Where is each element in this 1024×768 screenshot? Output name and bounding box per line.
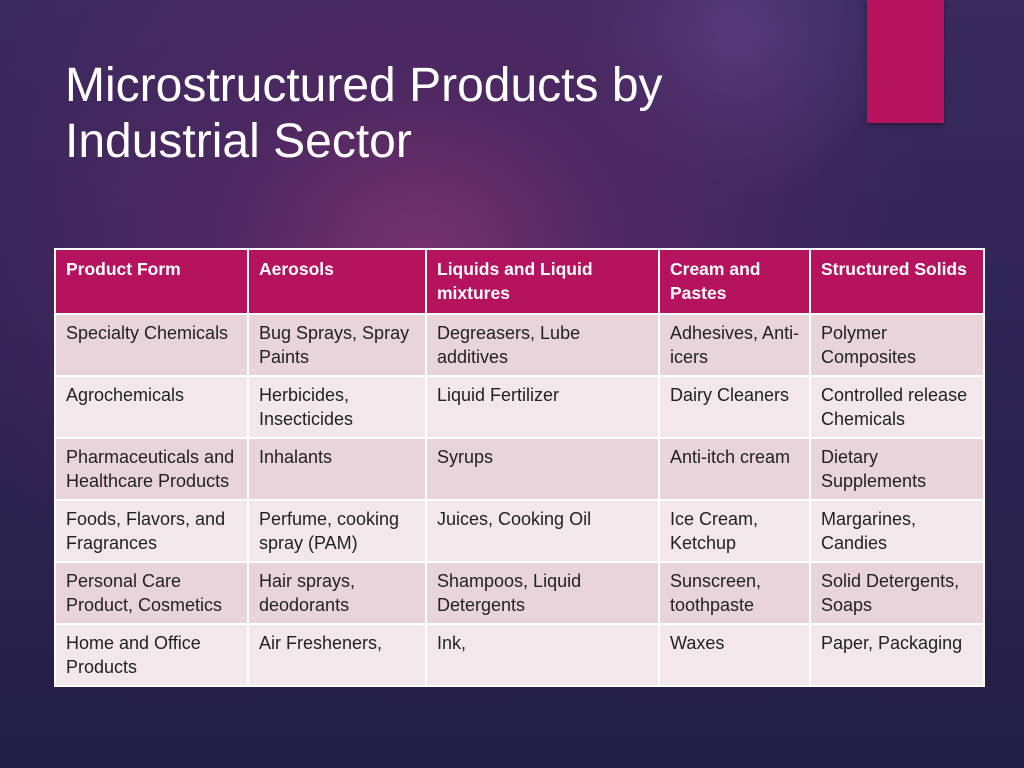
table-cell: Perfume, cooking spray (PAM) bbox=[247, 499, 427, 563]
table-cell: Margarines, Candies bbox=[809, 499, 985, 563]
table-cell: Controlled release Chemicals bbox=[809, 375, 985, 439]
products-table: Product Form Aerosols Liquids and Liquid… bbox=[54, 248, 985, 687]
table-cell: Specialty Chemicals bbox=[54, 313, 249, 377]
table-cell: Pharmaceuticals and Healthcare Products bbox=[54, 437, 249, 501]
table-cell: Bug Sprays, Spray Paints bbox=[247, 313, 427, 377]
table-cell: Polymer Composites bbox=[809, 313, 985, 377]
table-cell: Liquid Fertilizer bbox=[425, 375, 660, 439]
slide-title-line-1: Microstructured Products by bbox=[65, 59, 663, 112]
table-cell: Adhesives, Anti-icers bbox=[658, 313, 811, 377]
header-aerosols: Aerosols bbox=[247, 248, 427, 315]
header-liquids: Liquids and Liquid mixtures bbox=[425, 248, 660, 315]
accent-bar bbox=[867, 0, 944, 123]
table-cell: Herbicides, Insecticides bbox=[247, 375, 427, 439]
table-cell: Dairy Cleaners bbox=[658, 375, 811, 439]
table-cell: Inhalants bbox=[247, 437, 427, 501]
table-cell: Juices, Cooking Oil bbox=[425, 499, 660, 563]
slide-title-line-2: Industrial Sector bbox=[65, 115, 412, 168]
table-header-row: Product Form Aerosols Liquids and Liquid… bbox=[54, 248, 985, 315]
table-cell: Home and Office Products bbox=[54, 623, 249, 687]
table-cell: Degreasers, Lube additives bbox=[425, 313, 660, 377]
header-product-form: Product Form bbox=[54, 248, 249, 315]
table-row: Personal Care Product, Cosmetics Hair sp… bbox=[54, 561, 985, 625]
table-cell: Syrups bbox=[425, 437, 660, 501]
table-cell: Foods, Flavors, and Fragrances bbox=[54, 499, 249, 563]
table-cell: Anti-itch cream bbox=[658, 437, 811, 501]
table-cell: Air Fresheners, bbox=[247, 623, 427, 687]
header-cream-pastes: Cream and Pastes bbox=[658, 248, 811, 315]
table-cell: Waxes bbox=[658, 623, 811, 687]
table-cell: Ice Cream, Ketchup bbox=[658, 499, 811, 563]
table-cell: Agrochemicals bbox=[54, 375, 249, 439]
table-cell: Hair sprays, deodorants bbox=[247, 561, 427, 625]
header-structured-solids: Structured Solids bbox=[809, 248, 985, 315]
table-cell: Personal Care Product, Cosmetics bbox=[54, 561, 249, 625]
table-cell: Shampoos, Liquid Detergents bbox=[425, 561, 660, 625]
table-cell: Ink, bbox=[425, 623, 660, 687]
table-row: Home and Office Products Air Fresheners,… bbox=[54, 623, 985, 687]
table-row: Foods, Flavors, and Fragrances Perfume, … bbox=[54, 499, 985, 563]
table-row: Agrochemicals Herbicides, Insecticides L… bbox=[54, 375, 985, 439]
table-cell: Dietary Supplements bbox=[809, 437, 985, 501]
table-cell: Solid Detergents, Soaps bbox=[809, 561, 985, 625]
table-cell: Paper, Packaging bbox=[809, 623, 985, 687]
table-row: Pharmaceuticals and Healthcare Products … bbox=[54, 437, 985, 501]
table-row: Specialty Chemicals Bug Sprays, Spray Pa… bbox=[54, 313, 985, 377]
slide-title: Microstructured Products by Industrial S… bbox=[65, 58, 845, 170]
table-cell: Sunscreen, toothpaste bbox=[658, 561, 811, 625]
